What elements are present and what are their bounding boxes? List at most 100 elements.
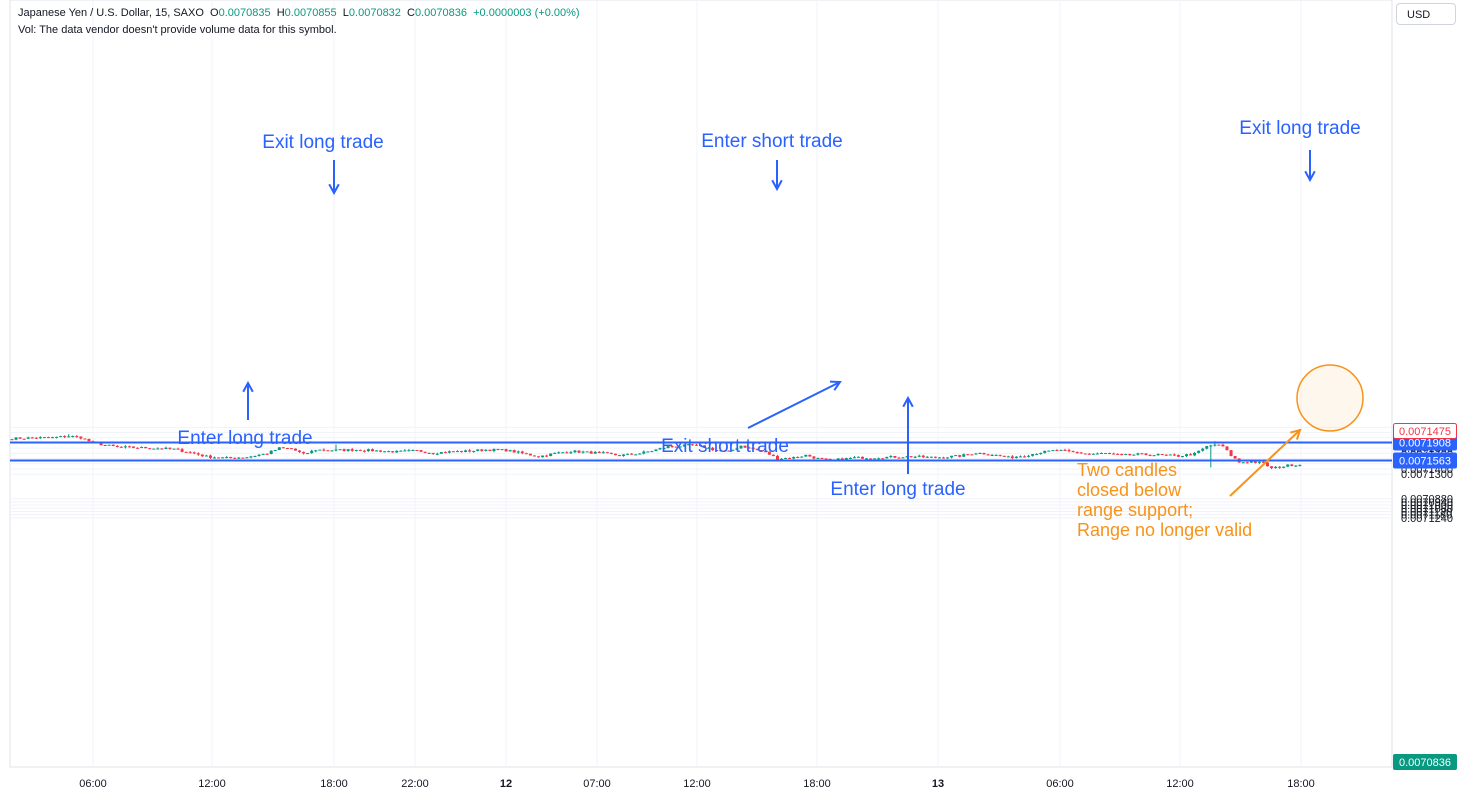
candle-body [221, 457, 225, 459]
candle-body [1055, 450, 1059, 452]
candle-body [1002, 455, 1006, 457]
volume-note: Vol: The data vendor doesn't provide vol… [18, 24, 337, 36]
candle-body [1035, 454, 1039, 456]
candle-body [844, 458, 848, 461]
candle-body [759, 450, 763, 452]
range-line-price-label: 0.0071563 [1399, 456, 1451, 468]
candle-body [998, 454, 1002, 456]
candle-body [34, 437, 38, 439]
candle-body [67, 436, 71, 438]
candle-body [439, 452, 443, 454]
candle-body [176, 448, 180, 450]
candle-body [1071, 451, 1075, 453]
candle-body [808, 454, 812, 457]
candle-body [1160, 454, 1164, 456]
candle-body [10, 439, 14, 441]
candle-body [423, 451, 427, 453]
candle-body [925, 456, 929, 458]
candle-body [273, 449, 277, 451]
candle-body [569, 452, 573, 454]
candle-body [1193, 452, 1197, 456]
candle-body [115, 445, 119, 447]
annotation-label: Exit long trade [262, 132, 383, 153]
annotation-label: Exit short trade [661, 436, 789, 457]
candle-body [565, 452, 569, 454]
plot-frame [9, 0, 1393, 768]
candle-body [1274, 466, 1278, 469]
annotation-label: Exit long trade [1239, 118, 1360, 139]
candle-body [196, 453, 200, 455]
candle-body [609, 452, 613, 454]
y-tick-label: 0.0071180 [1401, 510, 1452, 522]
y-tick-label: 0.0071300 [1401, 469, 1453, 481]
candle-body [715, 450, 719, 452]
symbol-title[interactable]: Japanese Yen / U.S. Dollar, 15, SAXO [18, 7, 204, 19]
candle-body [771, 454, 775, 456]
candle-body [662, 448, 666, 450]
candle-body [403, 450, 407, 452]
candle-body [1006, 456, 1010, 458]
candle-body [836, 458, 840, 460]
candle-body [480, 449, 484, 451]
candle-body [751, 447, 755, 450]
candle-body [678, 446, 682, 448]
candle-body [362, 450, 366, 452]
candle-body [674, 446, 678, 448]
candle-body [233, 457, 237, 459]
candle-body [1290, 464, 1294, 467]
time-axis[interactable]: 06:00 12:00 18:00 22:00 12 07:00 12:00 18:00 13 0… [79, 778, 1315, 790]
candle-body [1043, 450, 1047, 453]
candle-body [942, 457, 945, 459]
candle-body [1201, 448, 1205, 451]
candle-body [1120, 454, 1124, 456]
candle-body [496, 448, 500, 450]
candle-body [897, 457, 901, 459]
candle-body [225, 457, 229, 459]
last-price-label: 0.0070836 [1399, 757, 1451, 769]
candle-body [326, 450, 330, 452]
candle-body [253, 455, 257, 457]
currency-button[interactable]: USD [1396, 3, 1456, 25]
enter-long-arrow-head [242, 380, 254, 393]
candle-body [488, 449, 492, 451]
x-tick-label: 12 [500, 778, 512, 790]
candle-body [1095, 453, 1099, 455]
high-label: H [276, 7, 285, 19]
last-price-tag [1393, 754, 1457, 770]
candle-body [1209, 445, 1213, 447]
candle-body [451, 451, 455, 453]
candle-body [950, 455, 954, 458]
candle-body [711, 447, 715, 451]
candle-body [379, 450, 383, 452]
candle-body [419, 450, 423, 452]
range-line-price-tag [1393, 452, 1457, 469]
candle-body [537, 456, 540, 458]
candle-body [869, 458, 873, 460]
candle-body [370, 449, 374, 452]
range-line-price-label: 0.0071908 [1399, 438, 1451, 450]
candle-body [524, 453, 528, 455]
enter-long-arrow-2-head [902, 395, 914, 408]
y-tick-label: 0.0071060 [1401, 503, 1453, 515]
candle-body [447, 451, 451, 453]
candle-body [229, 457, 233, 459]
candle-body [642, 451, 646, 454]
candle-body [1185, 454, 1188, 457]
open-label: O [210, 7, 219, 19]
candle-body [545, 455, 549, 457]
candle-body [731, 449, 735, 451]
x-tick-label: 12:00 [683, 778, 711, 790]
candle-body [670, 446, 674, 448]
candle-body [990, 454, 994, 456]
candle-body [549, 453, 553, 456]
candle-body [986, 454, 990, 456]
candle-body [856, 456, 860, 458]
candle-body [265, 453, 269, 455]
candle-body [1079, 452, 1083, 454]
close-label: C [407, 7, 415, 19]
candle-body [504, 449, 508, 452]
candle-body [1164, 454, 1168, 456]
y-tick-label: 0.0071120 [1401, 506, 1452, 518]
candle-body [626, 453, 630, 455]
